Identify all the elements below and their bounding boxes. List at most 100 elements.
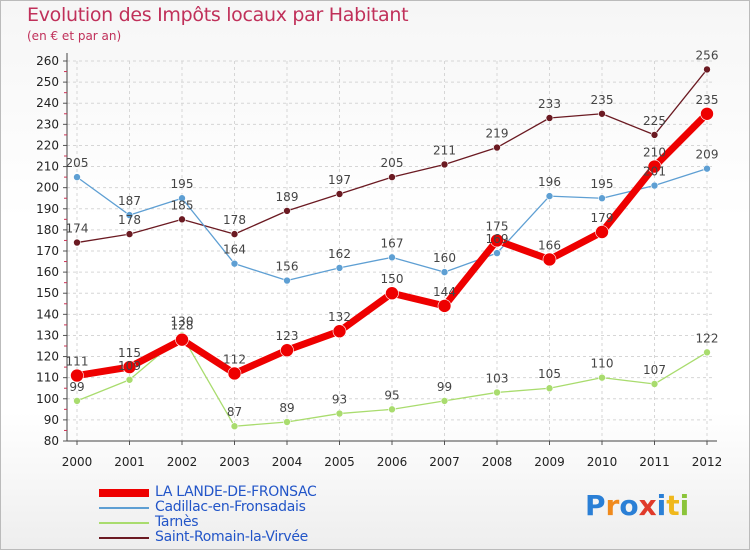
data-point — [175, 332, 189, 347]
data-point — [125, 375, 134, 384]
data-point — [283, 276, 291, 285]
data-label: 123 — [276, 329, 299, 343]
data-label: 144 — [433, 285, 456, 299]
data-point — [230, 422, 239, 431]
data-point — [440, 268, 449, 276]
y-tick-label: 230 — [36, 117, 59, 131]
data-label: 111 — [66, 355, 89, 369]
data-label: 205 — [381, 156, 404, 170]
data-label: 164 — [223, 243, 246, 257]
data-point — [73, 397, 81, 405]
data-labels: 174 178 185 178 189 197 205 211 219 233 235 225 256 2… — [66, 48, 719, 419]
data-label: 99 — [437, 380, 452, 394]
data-label: 132 — [328, 310, 351, 324]
data-point — [703, 65, 711, 74]
data-point — [125, 230, 134, 238]
x-tick-label: 2006 — [377, 455, 408, 469]
axes: 8090100110120130140150160170180190200210… — [36, 53, 722, 469]
data-point — [332, 324, 347, 339]
data-point — [73, 238, 81, 247]
data-point — [703, 164, 711, 173]
data-point — [280, 343, 294, 358]
data-point — [598, 373, 606, 382]
data-label: 156 — [276, 260, 299, 274]
data-label: 174 — [66, 222, 89, 236]
data-label: 178 — [223, 213, 246, 227]
legend-swatch — [99, 507, 149, 509]
data-label: 210 — [643, 146, 666, 160]
y-tick-label: 140 — [36, 307, 59, 321]
data-label: 219 — [486, 127, 509, 141]
data-label: 175 — [486, 219, 509, 233]
data-point — [440, 160, 449, 169]
data-label: 225 — [643, 114, 666, 128]
data-point — [700, 106, 714, 121]
data-label: 122 — [696, 331, 719, 345]
data-label: 128 — [171, 319, 194, 333]
logo-letter: i — [656, 489, 667, 522]
y-tick-label: 180 — [36, 223, 59, 237]
x-tick-label: 2005 — [324, 455, 355, 469]
data-point — [230, 259, 239, 268]
y-tick-label: 250 — [36, 75, 59, 89]
y-tick-label: 90 — [44, 413, 59, 427]
data-label: 112 — [223, 352, 246, 366]
data-point — [388, 253, 396, 262]
data-point — [227, 366, 242, 381]
logo-letter: i — [679, 489, 690, 522]
y-tick-label: 110 — [36, 371, 59, 385]
data-label: 169 — [486, 232, 509, 246]
data-point — [650, 131, 659, 139]
chart-title: Evolution des Impôts locaux par Habitant — [27, 4, 409, 26]
data-label: 196 — [538, 175, 561, 189]
y-tick-label: 100 — [36, 392, 59, 406]
data-label: 233 — [538, 97, 561, 111]
data-label: 167 — [381, 236, 404, 250]
data-point — [595, 225, 609, 239]
data-label: 93 — [332, 393, 347, 407]
data-point — [70, 368, 84, 383]
data-point — [283, 207, 291, 215]
data-label: 185 — [171, 198, 194, 212]
data-point — [335, 264, 344, 272]
y-tick-label: 260 — [36, 54, 59, 68]
data-label: 115 — [118, 346, 141, 360]
legend-label: Saint-Romain-la-Virvée — [155, 529, 308, 545]
data-point — [598, 194, 606, 203]
legend-swatch — [99, 537, 149, 539]
chart-subtitle: (en € et par an) — [27, 29, 122, 43]
legend-label: Cadillac-en-Fronsadais — [155, 499, 306, 515]
data-point — [335, 409, 344, 418]
x-tick-label: 2000 — [62, 455, 93, 469]
data-point — [335, 190, 344, 198]
data-point — [647, 159, 662, 174]
data-point — [493, 143, 501, 152]
data-point — [73, 173, 81, 181]
data-label: 150 — [381, 272, 404, 286]
data-label: 201 — [643, 165, 666, 179]
data-label: 109 — [118, 359, 141, 373]
legend-swatch — [99, 522, 149, 524]
data-label: 197 — [328, 173, 351, 187]
data-point — [283, 418, 291, 426]
data-label: 205 — [66, 156, 89, 170]
data-label: 89 — [279, 401, 294, 415]
data-label: 105 — [538, 367, 561, 381]
data-point — [388, 405, 396, 414]
data-point — [542, 252, 557, 267]
data-label: 87 — [227, 405, 242, 419]
y-tick-label: 160 — [36, 265, 59, 279]
y-tick-label: 80 — [44, 434, 59, 448]
y-tick-label: 170 — [36, 244, 59, 258]
x-tick-label: 2011 — [639, 455, 670, 469]
data-label: 187 — [118, 194, 141, 208]
data-label: 195 — [171, 177, 194, 191]
x-tick-label: 2003 — [219, 455, 250, 469]
data-label: 103 — [486, 371, 509, 385]
data-point — [545, 114, 554, 122]
data-point — [122, 360, 137, 374]
logo-letter: x — [638, 489, 657, 522]
data-label: 256 — [696, 48, 719, 62]
